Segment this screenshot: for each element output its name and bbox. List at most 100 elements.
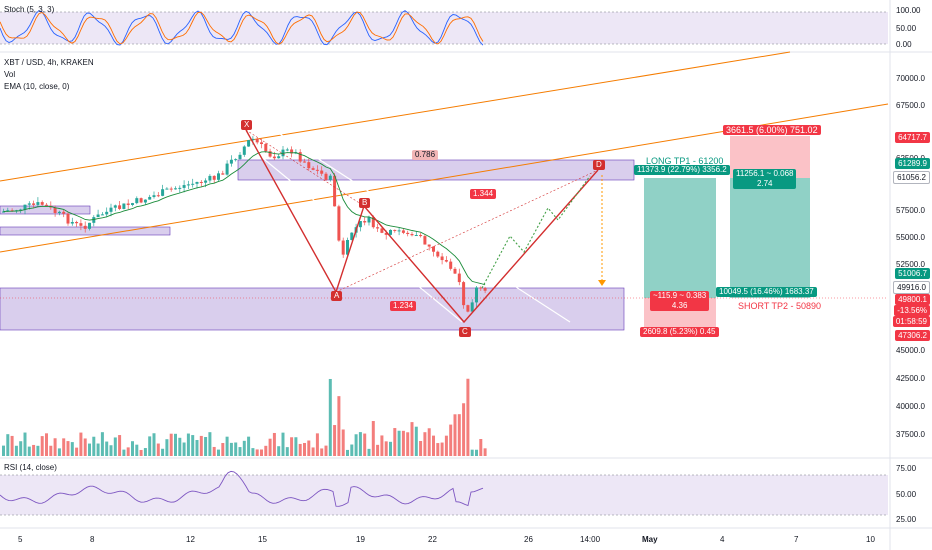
candle-body (191, 183, 195, 185)
short-target-area[interactable] (730, 178, 810, 298)
volume-bar (406, 432, 410, 456)
rsi-path (0, 470, 484, 507)
candle-body (169, 188, 173, 190)
volume-bar (483, 448, 487, 456)
candle-body (419, 235, 423, 237)
volume-bar (337, 396, 341, 456)
volume-bar (6, 434, 10, 456)
volume-bar (221, 442, 225, 456)
volume-bar (285, 447, 289, 456)
point-a[interactable]: A (331, 291, 343, 301)
candle-body (406, 232, 410, 235)
volume-bar (100, 432, 104, 456)
time-tick: 12 (186, 535, 195, 544)
price-tag-last: 49800.1 (895, 294, 930, 305)
stoch-band (0, 12, 888, 44)
volume-bar (255, 449, 259, 456)
projection-path[interactable] (481, 175, 591, 289)
candle-body (380, 228, 384, 233)
candle-body (255, 138, 259, 143)
candle-body (27, 203, 31, 205)
volume-bar (277, 446, 281, 456)
volume-bar (311, 447, 315, 456)
time-tick: 22 (428, 535, 437, 544)
candle-body (479, 287, 483, 289)
volume-bar (229, 442, 233, 456)
upper-trendline[interactable] (0, 51, 791, 182)
volume-bar (462, 403, 466, 456)
candle-body (277, 156, 281, 159)
price-tick: 40000.0 (896, 402, 925, 411)
candle-body (363, 221, 367, 223)
time-tick: May (642, 535, 658, 544)
volume-bar (371, 421, 375, 456)
stoch-tick-0: 0.00 (896, 40, 912, 49)
volume-bar (75, 447, 79, 456)
volume-bar (191, 435, 195, 456)
candle-body (303, 161, 306, 163)
rsi-tick-50: 50.00 (896, 490, 917, 499)
volume-bar (436, 443, 440, 456)
volume-bar (479, 439, 483, 456)
volume-legend[interactable]: Vol (4, 70, 16, 79)
stoch-tick-100: 100.00 (896, 6, 921, 15)
candle-body (53, 207, 57, 213)
volume-bar (165, 439, 169, 456)
volume-bar (178, 437, 182, 456)
demand-zone-1[interactable] (0, 205, 91, 215)
candle-body (195, 181, 199, 184)
volume-bar (14, 445, 18, 456)
candle-body (432, 246, 435, 252)
candle-body (204, 180, 208, 183)
volume-bar (354, 434, 358, 456)
volume-bar (393, 428, 397, 456)
price-tick: 57500.0 (896, 206, 925, 215)
candle-body (36, 202, 40, 205)
symbol-title[interactable]: XBT / USD, 4h, KRAKEN (4, 58, 94, 67)
candle-body (148, 196, 152, 200)
candle-body (247, 140, 251, 147)
time-tick: 8 (90, 535, 95, 544)
long-stop-stat: 2609.8 (5.23%) 0.45 (640, 327, 719, 337)
major-demand-zone[interactable] (0, 287, 625, 331)
volume-bar (376, 444, 380, 456)
time-tick: 15 (258, 535, 267, 544)
volume-bar (268, 438, 272, 456)
volume-bar (122, 449, 126, 456)
candle-body (272, 156, 276, 159)
long-tp-label: LONG TP1 - 61200 (646, 156, 724, 166)
stoch-label: Stoch (5, 3, 3) (4, 5, 55, 14)
stoch-lines (0, 10, 484, 46)
candle-body (311, 168, 315, 170)
candle-body (427, 244, 431, 247)
candle-body (118, 205, 122, 209)
ema-legend[interactable]: EMA (10, close, 0) (4, 82, 70, 91)
candle-body (57, 211, 61, 213)
candle-body (96, 214, 100, 218)
candle-body (182, 185, 186, 188)
volume-bar (333, 425, 337, 456)
point-c[interactable]: C (459, 327, 471, 337)
volume-bar (432, 435, 435, 456)
candle-body (358, 221, 362, 228)
long-target-area[interactable] (644, 178, 716, 298)
point-d[interactable]: D (593, 160, 605, 170)
point-x[interactable]: X (241, 120, 253, 130)
volume-bar (247, 436, 251, 456)
candle-body (126, 203, 130, 205)
candle-body (221, 173, 225, 175)
price-tag-61289: 61289.9 (895, 158, 930, 169)
point-b[interactable]: B (359, 198, 371, 208)
volume-bar (10, 435, 14, 456)
candle-body (401, 230, 405, 233)
candle-body (208, 175, 212, 181)
short-tp-label: SHORT TP2 - 50890 (738, 301, 822, 311)
candle-body (470, 302, 474, 312)
candle-body (186, 184, 190, 186)
volume-bar (204, 437, 208, 456)
price-tick: 67500.0 (896, 101, 925, 110)
candle-body (298, 152, 302, 162)
wedge-upper[interactable] (279, 133, 571, 323)
